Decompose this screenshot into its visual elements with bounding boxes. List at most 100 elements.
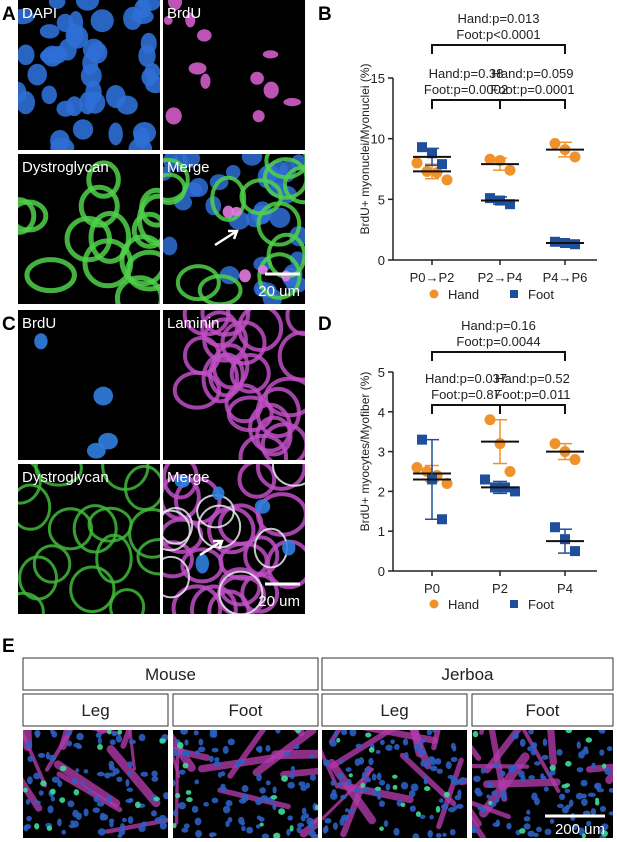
nucleus — [594, 797, 600, 802]
nucleus — [289, 825, 294, 832]
nucleus — [165, 107, 182, 125]
nucleus — [452, 778, 460, 786]
fiber-outline — [262, 157, 305, 200]
data-point — [417, 434, 427, 445]
nucleus — [72, 119, 94, 140]
nucleus — [67, 800, 75, 808]
nucleus — [445, 761, 452, 770]
fiber — [173, 733, 196, 772]
micrograph — [472, 730, 613, 838]
nucleus — [501, 794, 507, 801]
nucleus — [213, 761, 222, 767]
data-point — [504, 466, 516, 477]
p-value-label: Hand:p=0.16 — [461, 318, 536, 333]
nucleus — [310, 774, 316, 781]
fiber-outline — [114, 275, 160, 304]
fiber — [431, 730, 441, 751]
nucleus — [438, 798, 444, 803]
nucleus — [272, 786, 277, 794]
image-content — [18, 160, 160, 304]
nucleus — [219, 786, 227, 793]
nucleus — [273, 832, 281, 838]
nucleus — [50, 137, 75, 150]
nucleus — [27, 63, 48, 86]
image-label: BrdU — [22, 315, 56, 332]
image-content — [163, 0, 302, 125]
fiber-outline — [95, 533, 133, 584]
nucleus — [341, 814, 349, 820]
nucleus — [376, 772, 382, 781]
nucleus — [40, 780, 47, 787]
nucleus — [337, 772, 345, 779]
nucleus — [580, 779, 588, 787]
nucleus — [480, 808, 487, 813]
micrograph — [18, 464, 160, 614]
nucleus — [246, 826, 254, 834]
nucleus — [39, 48, 63, 64]
nucleus — [270, 794, 278, 800]
nucleus — [80, 780, 85, 786]
nucleus — [480, 767, 486, 774]
fiber-outline — [69, 565, 116, 614]
image-content — [18, 0, 160, 150]
nucleus — [400, 802, 406, 808]
nucleus — [137, 0, 160, 12]
nucleus — [228, 211, 250, 230]
nucleus — [153, 796, 160, 802]
nucleus — [35, 731, 40, 738]
nucleus — [365, 732, 372, 738]
nucleus — [450, 756, 458, 763]
nucleus — [413, 743, 421, 751]
nucleus — [440, 803, 449, 810]
nucleus — [106, 730, 112, 735]
nucleus — [333, 730, 339, 738]
nucleus — [606, 746, 613, 752]
nucleus — [181, 749, 188, 757]
panel-letter: D — [318, 314, 332, 335]
nucleus — [556, 803, 564, 809]
nucleus — [426, 730, 433, 736]
fiber-outline — [271, 464, 305, 487]
image-background — [163, 0, 305, 150]
nucleus — [263, 81, 279, 99]
panel-letter: C — [2, 314, 16, 335]
nucleus — [493, 763, 500, 769]
nucleus — [254, 499, 271, 514]
nucleus — [75, 0, 100, 11]
micrograph — [163, 310, 305, 460]
nucleus — [116, 776, 123, 783]
nucleus — [241, 154, 263, 166]
nucleus — [541, 754, 549, 760]
nucleus — [374, 786, 382, 791]
nucleus — [265, 745, 271, 752]
nucleus — [57, 780, 63, 788]
nucleus — [272, 803, 277, 811]
nucleus — [531, 792, 538, 801]
nucleus — [601, 823, 609, 831]
panel-letter: A — [2, 4, 16, 25]
image-label: Merge — [167, 159, 210, 176]
nucleus — [434, 758, 442, 765]
fiber-outline — [18, 483, 52, 531]
nucleus — [68, 824, 76, 829]
nucleus — [410, 783, 419, 792]
nucleus — [474, 787, 482, 795]
nucleus — [217, 772, 223, 778]
fiber-outline — [189, 584, 238, 614]
fiber-outline — [139, 187, 160, 228]
nucleus — [27, 776, 33, 785]
fiber-outline — [175, 264, 221, 302]
x-tick-label: P2→P4 — [478, 270, 523, 285]
nucleus — [80, 64, 102, 88]
nucleus — [173, 748, 179, 757]
image-label: Dystroglycan — [22, 469, 109, 486]
nucleus — [194, 817, 202, 826]
nucleus — [66, 740, 73, 747]
nucleus — [259, 822, 264, 827]
nucleus — [383, 820, 389, 828]
nucleus — [534, 761, 541, 766]
nucleus — [376, 793, 382, 800]
nucleus — [222, 746, 229, 754]
nucleus — [346, 778, 352, 786]
